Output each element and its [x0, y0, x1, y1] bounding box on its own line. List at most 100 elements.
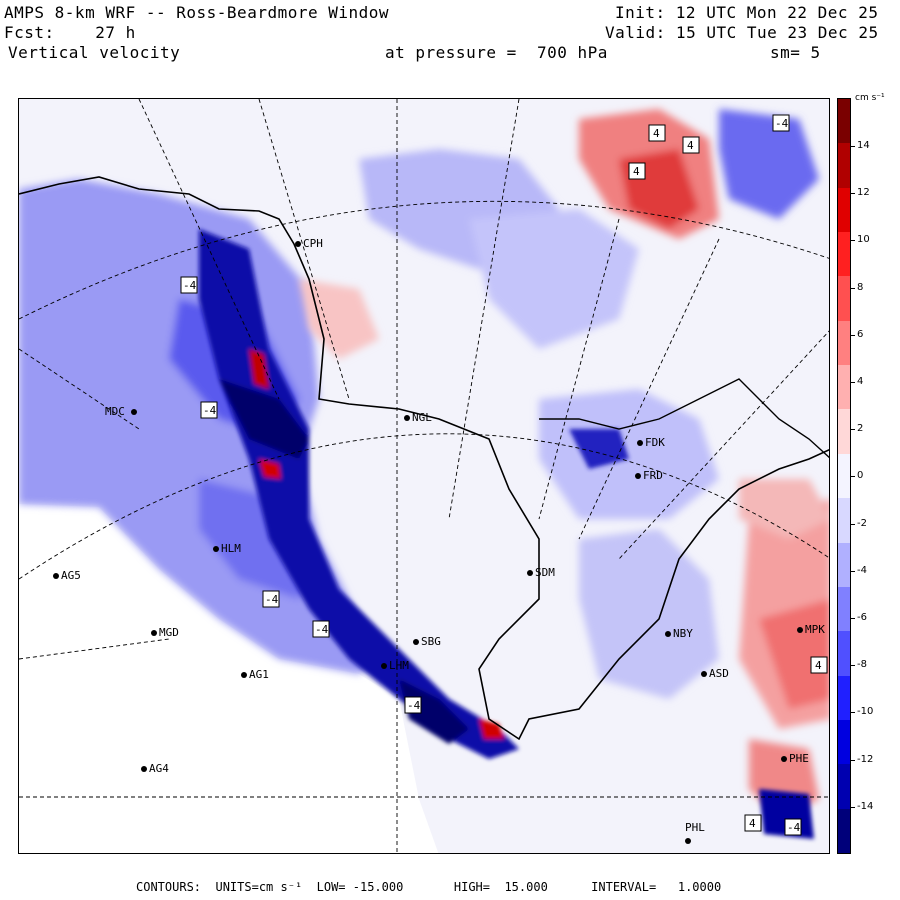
- colorbar-tick-label: 0: [857, 470, 864, 482]
- svg-text:4: 4: [633, 165, 640, 178]
- colorbar-tick-mark: [851, 429, 855, 431]
- svg-text:4: 4: [687, 139, 694, 152]
- svg-text:-4: -4: [265, 593, 279, 606]
- colorbar-segment: [838, 365, 850, 410]
- colorbar-segment: [838, 631, 850, 677]
- pressure-level: at pressure = 700 hPa: [385, 43, 608, 62]
- upward-motion-areas: [299, 109, 829, 819]
- station-frd: FRD: [635, 469, 663, 482]
- station-lhm: LHM: [381, 659, 409, 672]
- contour-label: 4: [744, 814, 762, 832]
- contour-labels: -4 -4 -4 -4 -4 4 4 4 -4 4 4 -4: [180, 114, 828, 836]
- station-dot: [404, 415, 410, 421]
- contour-label: 4: [682, 136, 700, 154]
- station-dot: [241, 672, 247, 678]
- colorbar-segment: [838, 808, 850, 854]
- colorbar-tick-mark: [851, 334, 855, 336]
- forecast-hour: Fcst: 27 h: [4, 23, 136, 42]
- mountain-wave-band: [199, 229, 814, 839]
- colorbar-tick-label: -2: [857, 517, 867, 529]
- station-dot: [781, 756, 787, 762]
- svg-text:-4: -4: [315, 623, 329, 636]
- station-hlm: HLM: [213, 542, 241, 555]
- station-nby: NBY: [665, 627, 693, 640]
- colorbar-segment: [838, 586, 850, 632]
- colorbar-tick-label: 4: [857, 376, 864, 387]
- colorbar-tick-label: -8: [857, 659, 867, 671]
- field-name: Vertical velocity: [8, 43, 181, 62]
- station-dot: [130, 409, 137, 415]
- station-dot: [797, 627, 803, 633]
- lat-lon-grid: [19, 99, 829, 853]
- station-phl: PHL: [685, 821, 705, 847]
- station-cph: CPH: [295, 237, 323, 250]
- colorbar-segment: [838, 675, 850, 721]
- colorbar-tick-label: -6: [857, 612, 867, 623]
- contour-label: -4: [180, 276, 198, 294]
- contour-label: 4: [648, 124, 666, 142]
- colorbar: [837, 98, 851, 854]
- model-title: AMPS 8-km WRF -- Ross-Beardmore Window: [4, 3, 390, 22]
- colorbar-tick-mark: [851, 240, 855, 242]
- colorbar-segment: [838, 764, 850, 810]
- vertical-velocity-map: -4 -4 -4 -4 -4 4 4 4 -4 4 4 -4 CPH MDC N…: [18, 98, 830, 854]
- colorbar-tick-mark: [851, 618, 855, 619]
- svg-text:4: 4: [749, 817, 756, 830]
- station-dot: [381, 663, 387, 669]
- colorbar-tick-mark: [851, 287, 855, 289]
- station-dot: [527, 570, 533, 576]
- colorbar-tick-mark: [851, 523, 855, 525]
- station-dot: [295, 241, 301, 247]
- station-dot: [701, 671, 707, 677]
- coastline-east: [539, 378, 829, 459]
- colorbar-segment: [838, 409, 850, 455]
- colorbar-tick-mark: [851, 146, 855, 147]
- svg-text:-4: -4: [407, 699, 421, 712]
- colorbar-tick-mark: [851, 476, 855, 478]
- colorbar-units: cm s⁻¹: [855, 93, 885, 103]
- contour-label: -4: [312, 620, 330, 638]
- colorbar-segment: [838, 719, 850, 765]
- station-dot: [635, 473, 641, 479]
- no-data-region: [19, 504, 439, 853]
- colorbar-tick-label: 12: [857, 187, 870, 199]
- colorbar-segment: [838, 542, 850, 588]
- svg-text:4: 4: [653, 127, 660, 140]
- colorbar-tick-mark: [851, 806, 855, 808]
- station-asd: ASD: [701, 667, 729, 680]
- colorbar-tick-label: 10: [857, 234, 870, 246]
- station-dot: [53, 573, 59, 579]
- colorbar-segment: [838, 187, 850, 233]
- colorbar-segment: [838, 498, 850, 544]
- smoothing: sm= 5: [770, 43, 821, 62]
- station-phe: PHE: [781, 752, 809, 765]
- colorbar-segment: [838, 453, 850, 499]
- contour-label: -4: [784, 818, 802, 836]
- svg-text:4: 4: [815, 659, 822, 672]
- valid-time: Valid: 15 UTC Tue 23 Dec 25: [605, 23, 879, 42]
- station-dot: [151, 630, 157, 636]
- colorbar-tick-mark: [851, 382, 855, 383]
- station-dot: [141, 766, 147, 772]
- station-mdc: MDC: [105, 405, 139, 418]
- station-dot: [213, 546, 219, 552]
- station-dot: [685, 838, 691, 844]
- map-graphics: -4 -4 -4 -4 -4 4 4 4 -4 4 4 -4: [19, 99, 829, 853]
- station-sdm: SDM: [527, 566, 555, 579]
- colorbar-segment: [838, 99, 850, 144]
- station-ag1: AG1: [241, 668, 269, 681]
- colorbar-tick-mark: [851, 712, 855, 714]
- station-dot: [637, 440, 643, 446]
- colorbar-tick-label: 8: [857, 281, 864, 293]
- contour-label: 4: [628, 162, 646, 180]
- svg-text:-4: -4: [203, 404, 217, 417]
- contour-label: 4: [810, 656, 828, 674]
- colorbar-tick-label: 2: [857, 423, 864, 435]
- colorbar-segment: [838, 276, 850, 322]
- station-dot: [413, 639, 419, 645]
- svg-text:-4: -4: [787, 821, 801, 834]
- contour-label: -4: [200, 401, 218, 419]
- colorbar-segment: [838, 232, 850, 277]
- station-ag5: AG5: [53, 569, 81, 582]
- colorbar-tick-label: -10: [857, 706, 874, 718]
